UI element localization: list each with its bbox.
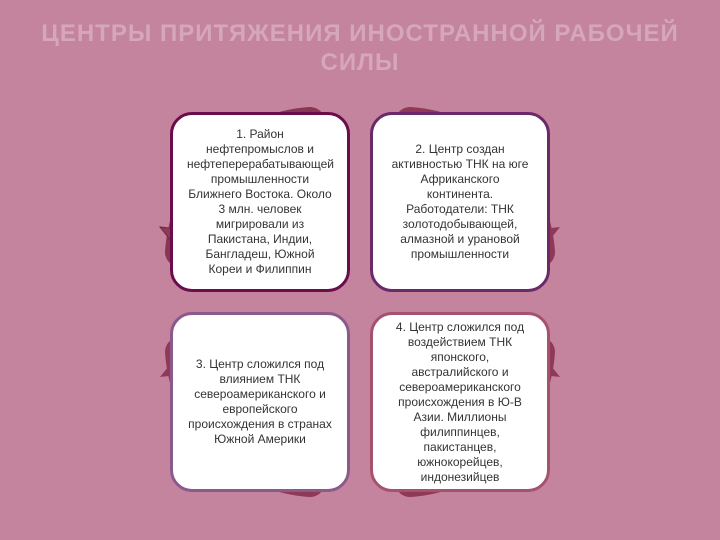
info-box-1-text: 1. Район нефтепромыслов и нефтеперерабат…	[187, 127, 333, 277]
info-box-3-text: 3. Центр сложился под влиянием ТНК север…	[187, 357, 333, 447]
info-box-1: 1. Район нефтепромыслов и нефтеперерабат…	[170, 112, 350, 292]
info-box-3: 3. Центр сложился под влиянием ТНК север…	[170, 312, 350, 492]
page-title: ЦЕНТРЫ ПРИТЯЖЕНИЯ ИНОСТРАННОЙ РАБОЧЕЙ СИ…	[0, 0, 720, 78]
info-box-2: 2. Центр создан активностью ТНК на юге А…	[370, 112, 550, 292]
info-box-4: 4. Центр сложился под воздействием ТНК я…	[370, 312, 550, 492]
info-box-4-text: 4. Центр сложился под воздействием ТНК я…	[387, 320, 533, 485]
cycle-diagram: 1. Район нефтепромыслов и нефтеперерабат…	[150, 92, 570, 512]
info-box-2-text: 2. Центр создан активностью ТНК на юге А…	[387, 142, 533, 262]
